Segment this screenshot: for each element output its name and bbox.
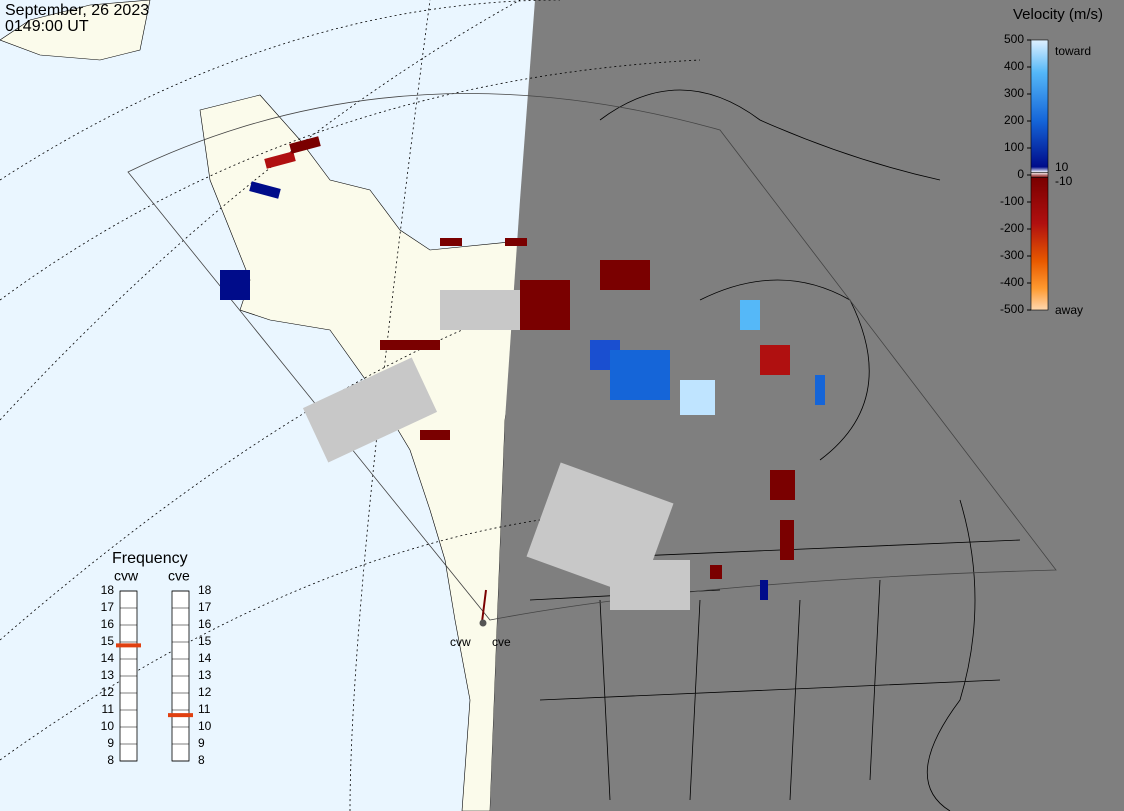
radar-cells (220, 136, 825, 610)
frequency-tick-label: 14 (101, 651, 115, 665)
frequency-tick-label: 12 (101, 685, 115, 699)
frequency-tick-label: 16 (101, 617, 115, 631)
time: 0149:00 UT (5, 18, 89, 35)
velocity-tick-label: 100 (1004, 140, 1024, 154)
frequency-tick-label: 13 (198, 668, 212, 682)
frequency-tick-label: 18 (101, 583, 115, 597)
frequency-tick-label: 14 (198, 651, 212, 665)
velocity-tick-label: 200 (1004, 113, 1024, 127)
velocity-tick-label: -500 (1000, 302, 1024, 316)
frequency-tick-label: 15 (198, 634, 212, 648)
velocity-inner-tick-label: 10 (1055, 160, 1069, 174)
velocity-tick-label: 0 (1017, 167, 1024, 181)
radar-beam (481, 589, 487, 623)
date: September, 26 2023 (5, 2, 149, 19)
frequency-tick-label: 10 (101, 719, 115, 733)
frequency-tick-label: 10 (198, 719, 212, 733)
frequency-tick-label: 8 (198, 753, 205, 767)
toward-label: toward (1055, 44, 1091, 58)
radar-name: cve (168, 568, 190, 584)
radar-site-marker (479, 619, 487, 627)
frequency-tick-label: 9 (107, 736, 114, 750)
frequency-tick-label: 15 (101, 634, 115, 648)
velocity-colorbar (1030, 39, 1049, 311)
velocity-tick-label: -100 (1000, 194, 1024, 208)
frequency-tick-label: 11 (102, 702, 115, 716)
velocity-tick-label: -400 (1000, 275, 1024, 289)
frequency-tick-label: 13 (101, 668, 115, 682)
velocity-tick-label: 300 (1004, 86, 1024, 100)
velocity-tick-label: 500 (1004, 32, 1024, 46)
frequency-tick-label: 17 (101, 600, 115, 614)
frequency-tick-label: 11 (198, 702, 211, 716)
night-side (490, 0, 1124, 811)
frequency-tick-label: 16 (198, 617, 212, 631)
frequency-tick-label: 12 (198, 685, 212, 699)
land (0, 0, 151, 61)
away-label: away (1055, 303, 1083, 317)
velocity-title: Velocity (m/s) (1013, 6, 1103, 23)
velocity-inner-tick-label: -10 (1055, 174, 1073, 188)
velocity-tick-label: -300 (1000, 248, 1024, 262)
frequency-tick-label: 8 (107, 753, 114, 767)
frequency-title: Frequency (112, 550, 188, 567)
velocity-tick-label: -200 (1000, 221, 1024, 235)
grid-lines (0, 0, 701, 811)
radar-name: cvw (114, 568, 139, 584)
land (199, 94, 531, 811)
frequency-tick-label: 18 (198, 583, 212, 597)
frequency-tick-label: 9 (198, 736, 205, 750)
frequency-tick-label: 17 (198, 600, 212, 614)
radar-site-label: cve (492, 635, 511, 649)
velocity-tick-label: 400 (1004, 59, 1024, 73)
radar-site-label: cvw (450, 635, 471, 649)
